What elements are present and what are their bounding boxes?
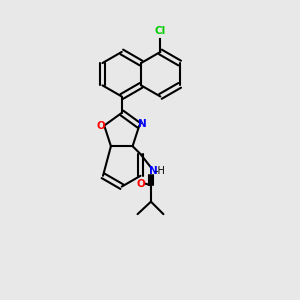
Text: N: N xyxy=(139,119,147,129)
Text: Cl: Cl xyxy=(155,26,166,37)
Text: O: O xyxy=(136,179,145,189)
Text: -H: -H xyxy=(155,166,166,176)
Text: O: O xyxy=(96,121,105,130)
Text: N: N xyxy=(148,166,158,176)
